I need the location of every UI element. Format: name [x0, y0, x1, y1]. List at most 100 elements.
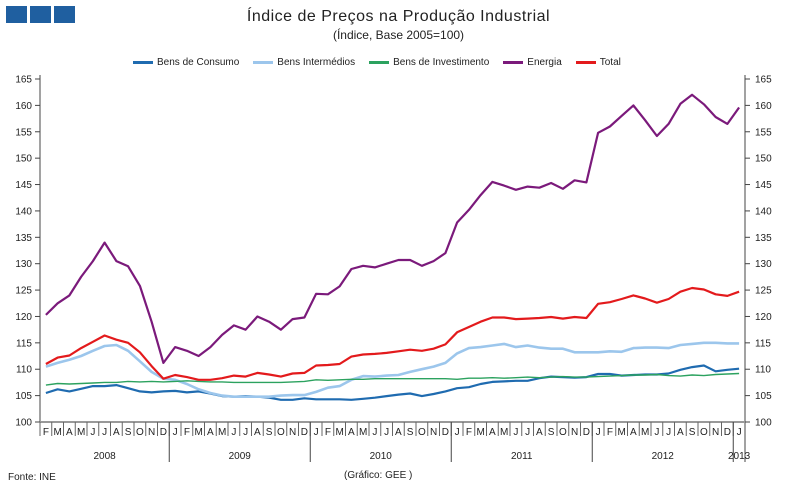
month-label: D [301, 427, 308, 438]
month-label: J [384, 427, 389, 438]
month-label: A [489, 427, 496, 438]
legend-swatch [369, 61, 390, 64]
month-label: M [500, 427, 508, 438]
month-label: N [430, 427, 437, 438]
month-label: A [113, 427, 120, 438]
source-note: Fonte: INE [8, 472, 56, 483]
y-tick-label-right: 120 [755, 312, 772, 323]
month-label: A [207, 427, 214, 438]
month-label: D [160, 427, 167, 438]
y-tick-label-left: 120 [15, 312, 32, 323]
legend-swatch [575, 61, 596, 64]
y-tick-label-left: 150 [15, 154, 32, 165]
y-tick-label-left: 145 [15, 180, 32, 191]
month-label: M [641, 427, 649, 438]
legend-item: Total [575, 57, 621, 68]
y-tick-label-right: 135 [755, 233, 772, 244]
month-label: M [359, 427, 367, 438]
legend-label: Bens de Investimento [393, 57, 490, 68]
y-tick-label-left: 140 [15, 206, 32, 217]
y-tick-label-right: 150 [755, 154, 772, 165]
month-label: J [102, 427, 107, 438]
month-label: J [90, 427, 95, 438]
month-label: O [418, 427, 426, 438]
legend-label: Bens Intermédios [277, 57, 356, 68]
y-tick-label-right: 125 [755, 286, 772, 297]
month-label: J [666, 427, 671, 438]
legend-swatch [503, 61, 524, 64]
y-tick-label-right: 145 [755, 180, 772, 191]
month-label: J [173, 427, 178, 438]
credit-note: (Gráfico: GEE ) [344, 470, 413, 481]
legend-item: Energia [503, 57, 562, 68]
month-label: S [125, 427, 132, 438]
month-label: J [737, 427, 742, 438]
month-label: M [218, 427, 226, 438]
month-label: J [372, 427, 377, 438]
month-label: S [548, 427, 555, 438]
month-label: J [314, 427, 319, 438]
month-label: M [53, 427, 61, 438]
series-line-total [45, 286, 740, 381]
month-label: M [77, 427, 85, 438]
month-label: M [194, 427, 202, 438]
month-label: O [136, 427, 144, 438]
year-label: 2012 [652, 451, 675, 462]
legend-item: Bens de Investimento [369, 57, 489, 68]
y-tick-label-right: 105 [755, 391, 772, 402]
y-tick-label-right: 160 [755, 101, 772, 112]
year-label: 2011 [511, 451, 533, 462]
year-label: 2009 [229, 451, 252, 462]
legend-label: Bens de Consumo [157, 57, 240, 68]
month-label: S [266, 427, 273, 438]
y-tick-label-left: 125 [15, 286, 32, 297]
y-tick-label-right: 165 [755, 75, 772, 86]
month-label: M [617, 427, 625, 438]
month-label: J [654, 427, 659, 438]
year-label: 2010 [370, 451, 393, 462]
month-label: J [525, 427, 530, 438]
y-tick-label-left: 105 [15, 391, 32, 402]
y-tick-label-right: 110 [755, 365, 771, 376]
month-label: J [596, 427, 601, 438]
y-tick-label-right: 130 [755, 259, 772, 270]
month-label: F [466, 427, 472, 438]
y-tick-label-left: 155 [15, 127, 32, 138]
chart-subtitle: (Índice, Base 2005=100) [332, 28, 465, 42]
y-tick-label-left: 110 [16, 365, 32, 376]
month-label: F [607, 427, 613, 438]
series-line-bens-de-investimento [45, 372, 740, 386]
month-label: N [289, 427, 296, 438]
month-label: D [442, 427, 449, 438]
month-label: F [325, 427, 331, 438]
year-label: 2013 [728, 451, 751, 462]
month-label: F [43, 427, 49, 438]
month-label: A [395, 427, 402, 438]
legend-label: Total [599, 57, 621, 68]
y-tick-label-right: 155 [755, 127, 772, 138]
y-tick-label-left: 100 [15, 418, 32, 429]
legend-swatch [133, 61, 153, 64]
legend-item: Bens de Consumo [133, 57, 239, 68]
year-label: 2008 [94, 451, 117, 462]
legend-label: Energia [527, 57, 562, 68]
y-tick-label-left: 135 [15, 233, 32, 244]
legend: Bens de Consumo Bens Intermédios Bens de I… [133, 57, 621, 68]
month-label: N [571, 427, 578, 438]
month-label: D [724, 427, 731, 438]
month-label: J [231, 427, 236, 438]
month-label: O [559, 427, 567, 438]
month-label: N [712, 427, 719, 438]
month-label: J [455, 427, 460, 438]
y-tick-label-left: 160 [15, 101, 32, 112]
series-line-bens-intermédios [45, 341, 740, 399]
month-label: A [536, 427, 543, 438]
month-label: A [66, 427, 73, 438]
month-label: A [254, 427, 261, 438]
chart-title: Índice de Preços na Produção Industrial [246, 8, 551, 25]
y-tick-label-right: 115 [755, 338, 771, 349]
month-label: A [677, 427, 684, 438]
month-label: A [630, 427, 637, 438]
y-tick-label-left: 165 [15, 75, 32, 86]
logo [6, 6, 75, 23]
